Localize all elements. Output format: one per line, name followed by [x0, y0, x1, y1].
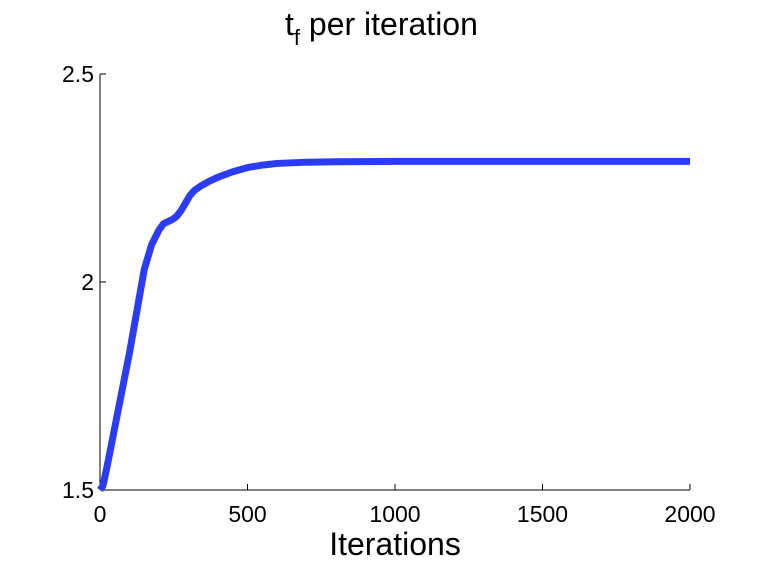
- title-base: t: [285, 6, 294, 42]
- title-rest: per iteration: [300, 6, 478, 42]
- y-tick-label: 1.5: [62, 477, 94, 503]
- title-subscript: f: [294, 25, 301, 50]
- x-tick-label: 1000: [369, 501, 420, 527]
- y-tick-label: 2.5: [62, 61, 94, 87]
- tick-labels: 0 500 1000 1500 2000 1.5 2 2.5: [62, 61, 716, 527]
- x-tick-label: 1500: [517, 501, 568, 527]
- x-tick-label: 2000: [664, 501, 715, 527]
- plot-area: [97, 157, 690, 493]
- x-tick-label: 0: [94, 501, 107, 527]
- series-line: [97, 157, 690, 493]
- x-tick-label: 500: [228, 501, 266, 527]
- axes: [99, 73, 691, 491]
- chart-title: tf per iteration: [285, 6, 478, 50]
- y-tick-label: 2: [81, 269, 94, 295]
- x-axis-label: Iterations: [329, 526, 461, 562]
